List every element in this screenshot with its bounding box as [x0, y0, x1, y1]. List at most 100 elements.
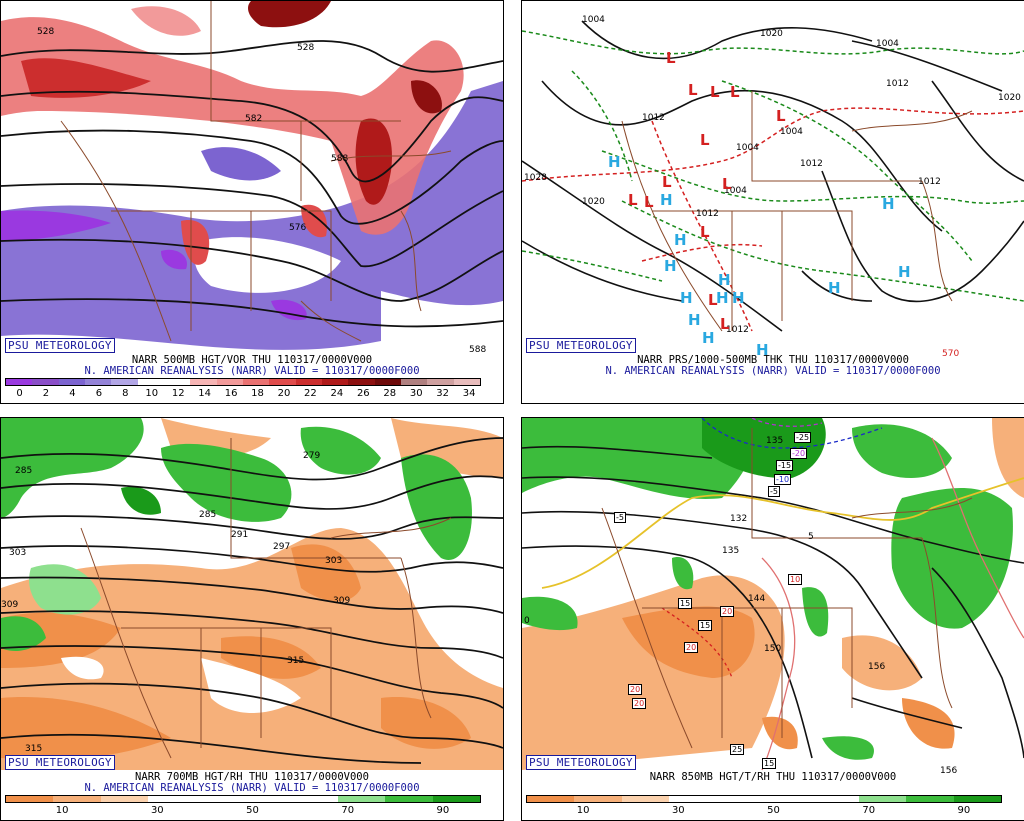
colorbar-tick-label: 2 — [42, 388, 50, 399]
isotherm-label: 20 — [632, 698, 647, 709]
colorbar-swatch — [32, 379, 59, 385]
colorbar-swatch — [111, 379, 138, 385]
colorbar-swatch — [269, 379, 296, 385]
colorbar-tick-label: 20 — [277, 388, 291, 399]
colorbar-tick-label: 32 — [436, 388, 450, 399]
isotherm-label: -20 — [790, 448, 808, 459]
isotherm-label: -25 — [794, 432, 812, 443]
contour-label: 588 — [331, 154, 349, 164]
isobar-label: 1004 — [582, 15, 605, 25]
colorbar-tick-label: 18 — [251, 388, 264, 399]
colorbar-swatch — [195, 796, 244, 802]
high-pressure-symbol: H — [674, 231, 687, 249]
colorbar-tick-label: 34 — [462, 388, 476, 399]
contour-label: 279 — [303, 451, 321, 461]
panel-850mb-temp-humidity: 135 -25 -20 -15 -10 -5 -5 132 135 5 15 2… — [521, 417, 1024, 821]
colorbar-tick-label: 90 — [957, 805, 971, 816]
colorbar-tick-label: 24 — [330, 388, 344, 399]
isotherm-label: 20 — [684, 642, 699, 653]
map-subtitle: N. AMERICAN REANALYSIS (NARR) VALID = 11… — [84, 365, 420, 377]
colorbar-swatch — [527, 796, 575, 802]
isobar-label: 1012 — [642, 113, 665, 123]
vorticity-map — [1, 1, 503, 353]
low-pressure-symbol: L — [700, 223, 710, 241]
colorbar-tick-label: 16 — [224, 388, 238, 399]
colorbar-tick-label: 30 — [671, 805, 685, 816]
contour-label: 528 — [297, 43, 315, 53]
contour-label: 156 — [940, 766, 958, 776]
colorbar-swatch — [811, 796, 859, 802]
isotherm-label: 0 — [524, 616, 530, 626]
isotherm-label: -5 — [768, 486, 780, 497]
colorbar-swatch — [295, 379, 322, 385]
high-pressure-symbol: H — [608, 153, 621, 171]
colorbar-tick-label: 12 — [171, 388, 185, 399]
contour-label: 285 — [199, 510, 217, 520]
isobar-label: 1012 — [726, 325, 749, 335]
colorbar-tick-label: 70 — [341, 805, 355, 816]
low-pressure-symbol: L — [710, 83, 720, 101]
thickness-label: 570 — [942, 349, 960, 359]
high-pressure-symbol: H — [688, 311, 701, 329]
high-pressure-symbol: H — [680, 289, 693, 307]
isobar-label: 1004 — [780, 127, 803, 137]
humidity-colorbar — [5, 795, 481, 803]
colorbar-ticks: 10 30 50 70 90 — [526, 805, 1002, 817]
low-pressure-symbol: L — [730, 83, 740, 101]
isobar-label: 1020 — [582, 197, 605, 207]
low-pressure-symbol: L — [644, 193, 654, 211]
isotherm-label: 20 — [628, 684, 643, 695]
high-pressure-symbol: H — [828, 279, 841, 297]
high-pressure-symbol: H — [664, 257, 677, 275]
colorbar-tick-label: 14 — [198, 388, 212, 399]
panel-pressure-thickness: 1004 1020 1004 1012 1020 1012 1004 1004 … — [521, 0, 1024, 404]
isotherm-label: -5 — [614, 512, 626, 523]
map-title: NARR 850MB HGT/T/RH THU 110317/0000V000 — [649, 771, 897, 783]
contour-label: 309 — [1, 600, 19, 610]
low-pressure-symbol: L — [628, 191, 638, 209]
contour-label: 303 — [325, 556, 343, 566]
isobar-label: 1012 — [918, 177, 941, 187]
colorbar-tick-label: 30 — [150, 805, 164, 816]
colorbar-swatch — [374, 379, 401, 385]
low-pressure-symbol: L — [776, 107, 786, 125]
map-subtitle: N. AMERICAN REANALYSIS (NARR) VALID = 11… — [84, 782, 420, 794]
colorbar-tick-label: 90 — [436, 805, 450, 816]
isobar-label: 1004 — [876, 39, 899, 49]
map-title: NARR 500MB HGT/VOR THU 110317/0000V000 — [131, 354, 373, 366]
colorbar-swatch — [432, 796, 481, 802]
colorbar-tick-label: 0 — [16, 388, 23, 399]
low-pressure-symbol: L — [708, 291, 718, 309]
colorbar-tick-label: 26 — [356, 388, 370, 399]
colorbar-swatch — [6, 796, 54, 802]
high-pressure-symbol: H — [718, 271, 731, 289]
colorbar-swatch — [716, 796, 765, 802]
colorbar-tick-label: 30 — [409, 388, 423, 399]
map-title: NARR 700MB HGT/RH THU 110317/0000V000 — [135, 771, 369, 783]
colorbar-swatch — [764, 796, 812, 802]
contour-label: 582 — [245, 114, 263, 124]
colorbar-swatch — [290, 796, 338, 802]
colorbar-swatch — [137, 379, 164, 385]
colorbar-swatch — [321, 379, 349, 385]
psu-meteorology-badge: PSU METEOROLOGY — [5, 755, 115, 770]
colorbar-swatch — [453, 379, 480, 385]
contour-label: 285 — [15, 466, 33, 476]
colorbar-tick-label: 50 — [767, 805, 780, 816]
colorbar-tick-label: 28 — [383, 388, 397, 399]
contour-label: 297 — [273, 542, 291, 552]
isotherm-label: 5 — [808, 532, 814, 542]
colorbar-tick-label: 70 — [862, 805, 876, 816]
panel-700mb-humidity: 285 279 285 291 297 303 303 309 309 315 … — [0, 417, 504, 821]
high-pressure-symbol: H — [660, 191, 673, 209]
psu-meteorology-badge: PSU METEOROLOGY — [526, 338, 636, 353]
map-subtitle: N. AMERICAN REANALYSIS (NARR) VALID = 11… — [605, 365, 941, 377]
humidity-colorbar — [526, 795, 1002, 803]
isobar-label: 1004 — [736, 143, 759, 153]
colorbar-ticks: 0 2 4 6 8 10 12 14 16 18 20 22 24 26 28 30 32 34 — [5, 388, 481, 400]
vorticity-colorbar — [5, 378, 481, 386]
low-pressure-symbol: L — [722, 175, 732, 193]
isobar-label: 1012 — [696, 209, 719, 219]
colorbar-ticks: 10 30 50 70 90 — [5, 805, 481, 817]
contour-label: 315 — [25, 744, 43, 754]
